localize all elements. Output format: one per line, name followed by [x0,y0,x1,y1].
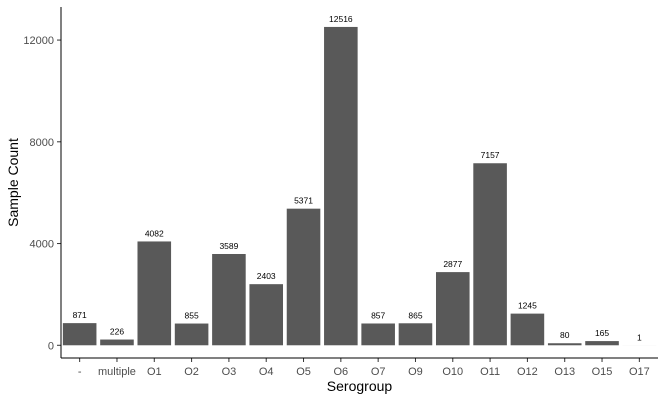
data-label: 871 [73,310,87,320]
data-label: 7157 [481,150,500,160]
y-tick-label: 8000 [30,137,54,149]
x-tick-label: O9 [408,366,423,378]
data-label: 12516 [329,14,353,24]
x-tick-label: O5 [296,366,311,378]
data-label: 857 [371,310,385,320]
x-tick-label: O10 [442,366,463,378]
x-axis-title: Serogroup [327,378,393,394]
y-axis-title: Sample Count [5,138,21,227]
data-label: 4082 [145,228,164,238]
bar [473,163,507,346]
bar [547,343,582,346]
bar [100,339,134,346]
data-label: 2403 [257,271,276,281]
x-tick-label: O12 [517,366,538,378]
y-tick-label: 4000 [30,239,54,251]
data-label: 1 [637,332,642,342]
bar [174,323,209,346]
data-label: 865 [408,310,422,320]
data-label: 2877 [443,259,462,269]
data-label: 5371 [294,196,313,206]
data-label: 226 [110,327,124,337]
bar [510,313,545,346]
bar [62,323,97,346]
bar [435,272,470,346]
x-tick-label: O6 [334,366,349,378]
x-tick-label: O3 [222,366,237,378]
x-tick-label: - [78,366,82,378]
bar [324,26,358,346]
x-tick-label: O1 [147,366,162,378]
x-tick-label: O7 [371,366,386,378]
x-tick-label: O4 [259,366,274,378]
y-tick-label: 0 [48,340,54,352]
bar [398,323,433,346]
data-label: 1245 [518,301,537,311]
x-axis-ticks: - multiple O1 O2 O3 O4 O5 O6 O7 O9 O10 O11 O12 O13 O15… [78,358,650,378]
x-tick-label: O17 [629,366,650,378]
x-tick-label: O11 [480,366,500,378]
bar [286,208,321,346]
x-tick-label: O15 [592,366,613,378]
bar [212,253,246,346]
x-tick-label: multiple [98,366,136,378]
data-label: 165 [595,328,609,338]
bar [585,341,619,346]
data-label: 855 [185,311,199,321]
bars-group: 871 226 4082 855 3589 2403 5371 12516 857 865 2877… [62,14,657,346]
bar [137,241,172,346]
bar [249,284,284,346]
data-label: 80 [560,330,570,340]
y-axis-ticks: 0 4000 8000 12000 [23,35,61,352]
x-tick-label: O13 [554,366,575,378]
bar [361,323,395,346]
x-tick-label: O2 [184,366,199,378]
data-label: 3589 [219,241,238,251]
y-tick-label: 12000 [23,35,54,47]
